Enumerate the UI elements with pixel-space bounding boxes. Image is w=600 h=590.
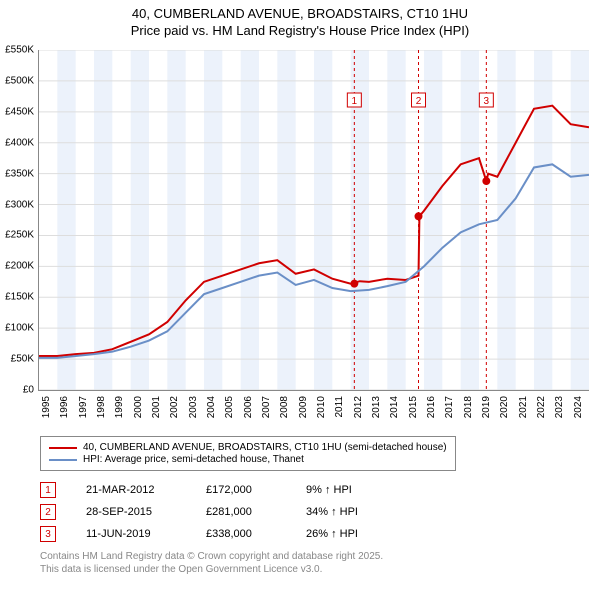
x-tick-label: 2001 (151, 396, 162, 418)
event-marker-icon: 3 (40, 526, 56, 542)
y-axis-ticks: £0£50K£100K£150K£200K£250K£300K£350K£400… (0, 50, 36, 390)
x-tick-label: 1995 (41, 396, 52, 418)
title-line-2: Price paid vs. HM Land Registry's House … (0, 23, 600, 40)
x-tick-label: 2017 (444, 396, 455, 418)
x-tick-label: 2006 (243, 396, 254, 418)
events-list: 1 21-MAR-2012 £172,000 9% ↑ HPI 2 28-SEP… (40, 482, 358, 548)
event-marker-icon: 2 (40, 504, 56, 520)
event-row: 2 28-SEP-2015 £281,000 34% ↑ HPI (40, 504, 358, 520)
plot-svg: 1 2 3 (39, 50, 589, 390)
x-tick-label: 2003 (188, 396, 199, 418)
x-tick-label: 2016 (426, 396, 437, 418)
x-tick-label: 1998 (96, 396, 107, 418)
event-date: 11-JUN-2019 (86, 528, 206, 540)
x-tick-label: 2019 (481, 396, 492, 418)
event-row: 1 21-MAR-2012 £172,000 9% ↑ HPI (40, 482, 358, 498)
x-tick-label: 2005 (224, 396, 235, 418)
y-tick-label: £200K (5, 261, 34, 272)
x-tick-label: 2010 (316, 396, 327, 418)
event-price: £172,000 (206, 484, 306, 496)
x-tick-label: 2011 (334, 396, 345, 418)
event-delta: 9% ↑ HPI (306, 484, 352, 496)
y-tick-label: £250K (5, 230, 34, 241)
y-tick-label: £500K (5, 75, 34, 86)
event-row: 3 11-JUN-2019 £338,000 26% ↑ HPI (40, 526, 358, 542)
chart-title: 40, CUMBERLAND AVENUE, BROADSTAIRS, CT10… (0, 0, 600, 40)
y-tick-label: £550K (5, 45, 34, 56)
x-tick-label: 2015 (408, 396, 419, 418)
y-tick-label: £50K (11, 354, 34, 365)
event-marker-icon: 1 (40, 482, 56, 498)
x-axis-ticks: 1995 1996 1997 1998 1999 2000 2001 2002 2003 2004… (38, 392, 588, 432)
svg-text:2: 2 (416, 96, 422, 107)
legend-swatch (49, 459, 77, 461)
x-tick-label: 2023 (554, 396, 565, 418)
x-tick-label: 2022 (536, 396, 547, 418)
x-tick-label: 2000 (133, 396, 144, 418)
legend-row: HPI: Average price, semi-detached house,… (49, 454, 447, 465)
legend-label: 40, CUMBERLAND AVENUE, BROADSTAIRS, CT10… (83, 442, 447, 453)
footer-attribution: Contains HM Land Registry data © Crown c… (40, 550, 383, 576)
svg-text:1: 1 (352, 96, 358, 107)
svg-text:3: 3 (484, 96, 490, 107)
x-tick-label: 2008 (279, 396, 290, 418)
x-tick-label: 2018 (463, 396, 474, 418)
y-tick-label: £300K (5, 199, 34, 210)
y-tick-label: £150K (5, 292, 34, 303)
legend-row: 40, CUMBERLAND AVENUE, BROADSTAIRS, CT10… (49, 442, 447, 453)
y-tick-label: £350K (5, 168, 34, 179)
x-tick-label: 1996 (59, 396, 70, 418)
footer-line-1: Contains HM Land Registry data © Crown c… (40, 550, 383, 563)
y-tick-label: £100K (5, 323, 34, 334)
x-tick-label: 2024 (573, 396, 584, 418)
x-tick-label: 2013 (371, 396, 382, 418)
y-tick-label: £450K (5, 106, 34, 117)
event-price: £338,000 (206, 528, 306, 540)
x-tick-label: 1999 (114, 396, 125, 418)
plot-area: 1 2 3 (38, 50, 589, 391)
event-date: 28-SEP-2015 (86, 506, 206, 518)
legend: 40, CUMBERLAND AVENUE, BROADSTAIRS, CT10… (40, 436, 456, 471)
event-price: £281,000 (206, 506, 306, 518)
x-tick-label: 1997 (78, 396, 89, 418)
y-tick-label: £0 (23, 385, 34, 396)
legend-swatch (49, 447, 77, 449)
x-tick-label: 2004 (206, 396, 217, 418)
y-tick-label: £400K (5, 137, 34, 148)
x-tick-label: 2014 (389, 396, 400, 418)
legend-label: HPI: Average price, semi-detached house,… (83, 454, 304, 465)
x-tick-label: 2009 (298, 396, 309, 418)
footer-line-2: This data is licensed under the Open Gov… (40, 563, 383, 576)
event-delta: 34% ↑ HPI (306, 506, 358, 518)
title-line-1: 40, CUMBERLAND AVENUE, BROADSTAIRS, CT10… (0, 6, 600, 23)
chart-container: 40, CUMBERLAND AVENUE, BROADSTAIRS, CT10… (0, 0, 600, 590)
event-date: 21-MAR-2012 (86, 484, 206, 496)
x-tick-label: 2012 (353, 396, 364, 418)
x-tick-label: 2007 (261, 396, 272, 418)
x-tick-label: 2021 (518, 396, 529, 418)
x-tick-label: 2020 (499, 396, 510, 418)
event-delta: 26% ↑ HPI (306, 528, 358, 540)
x-tick-label: 2002 (169, 396, 180, 418)
